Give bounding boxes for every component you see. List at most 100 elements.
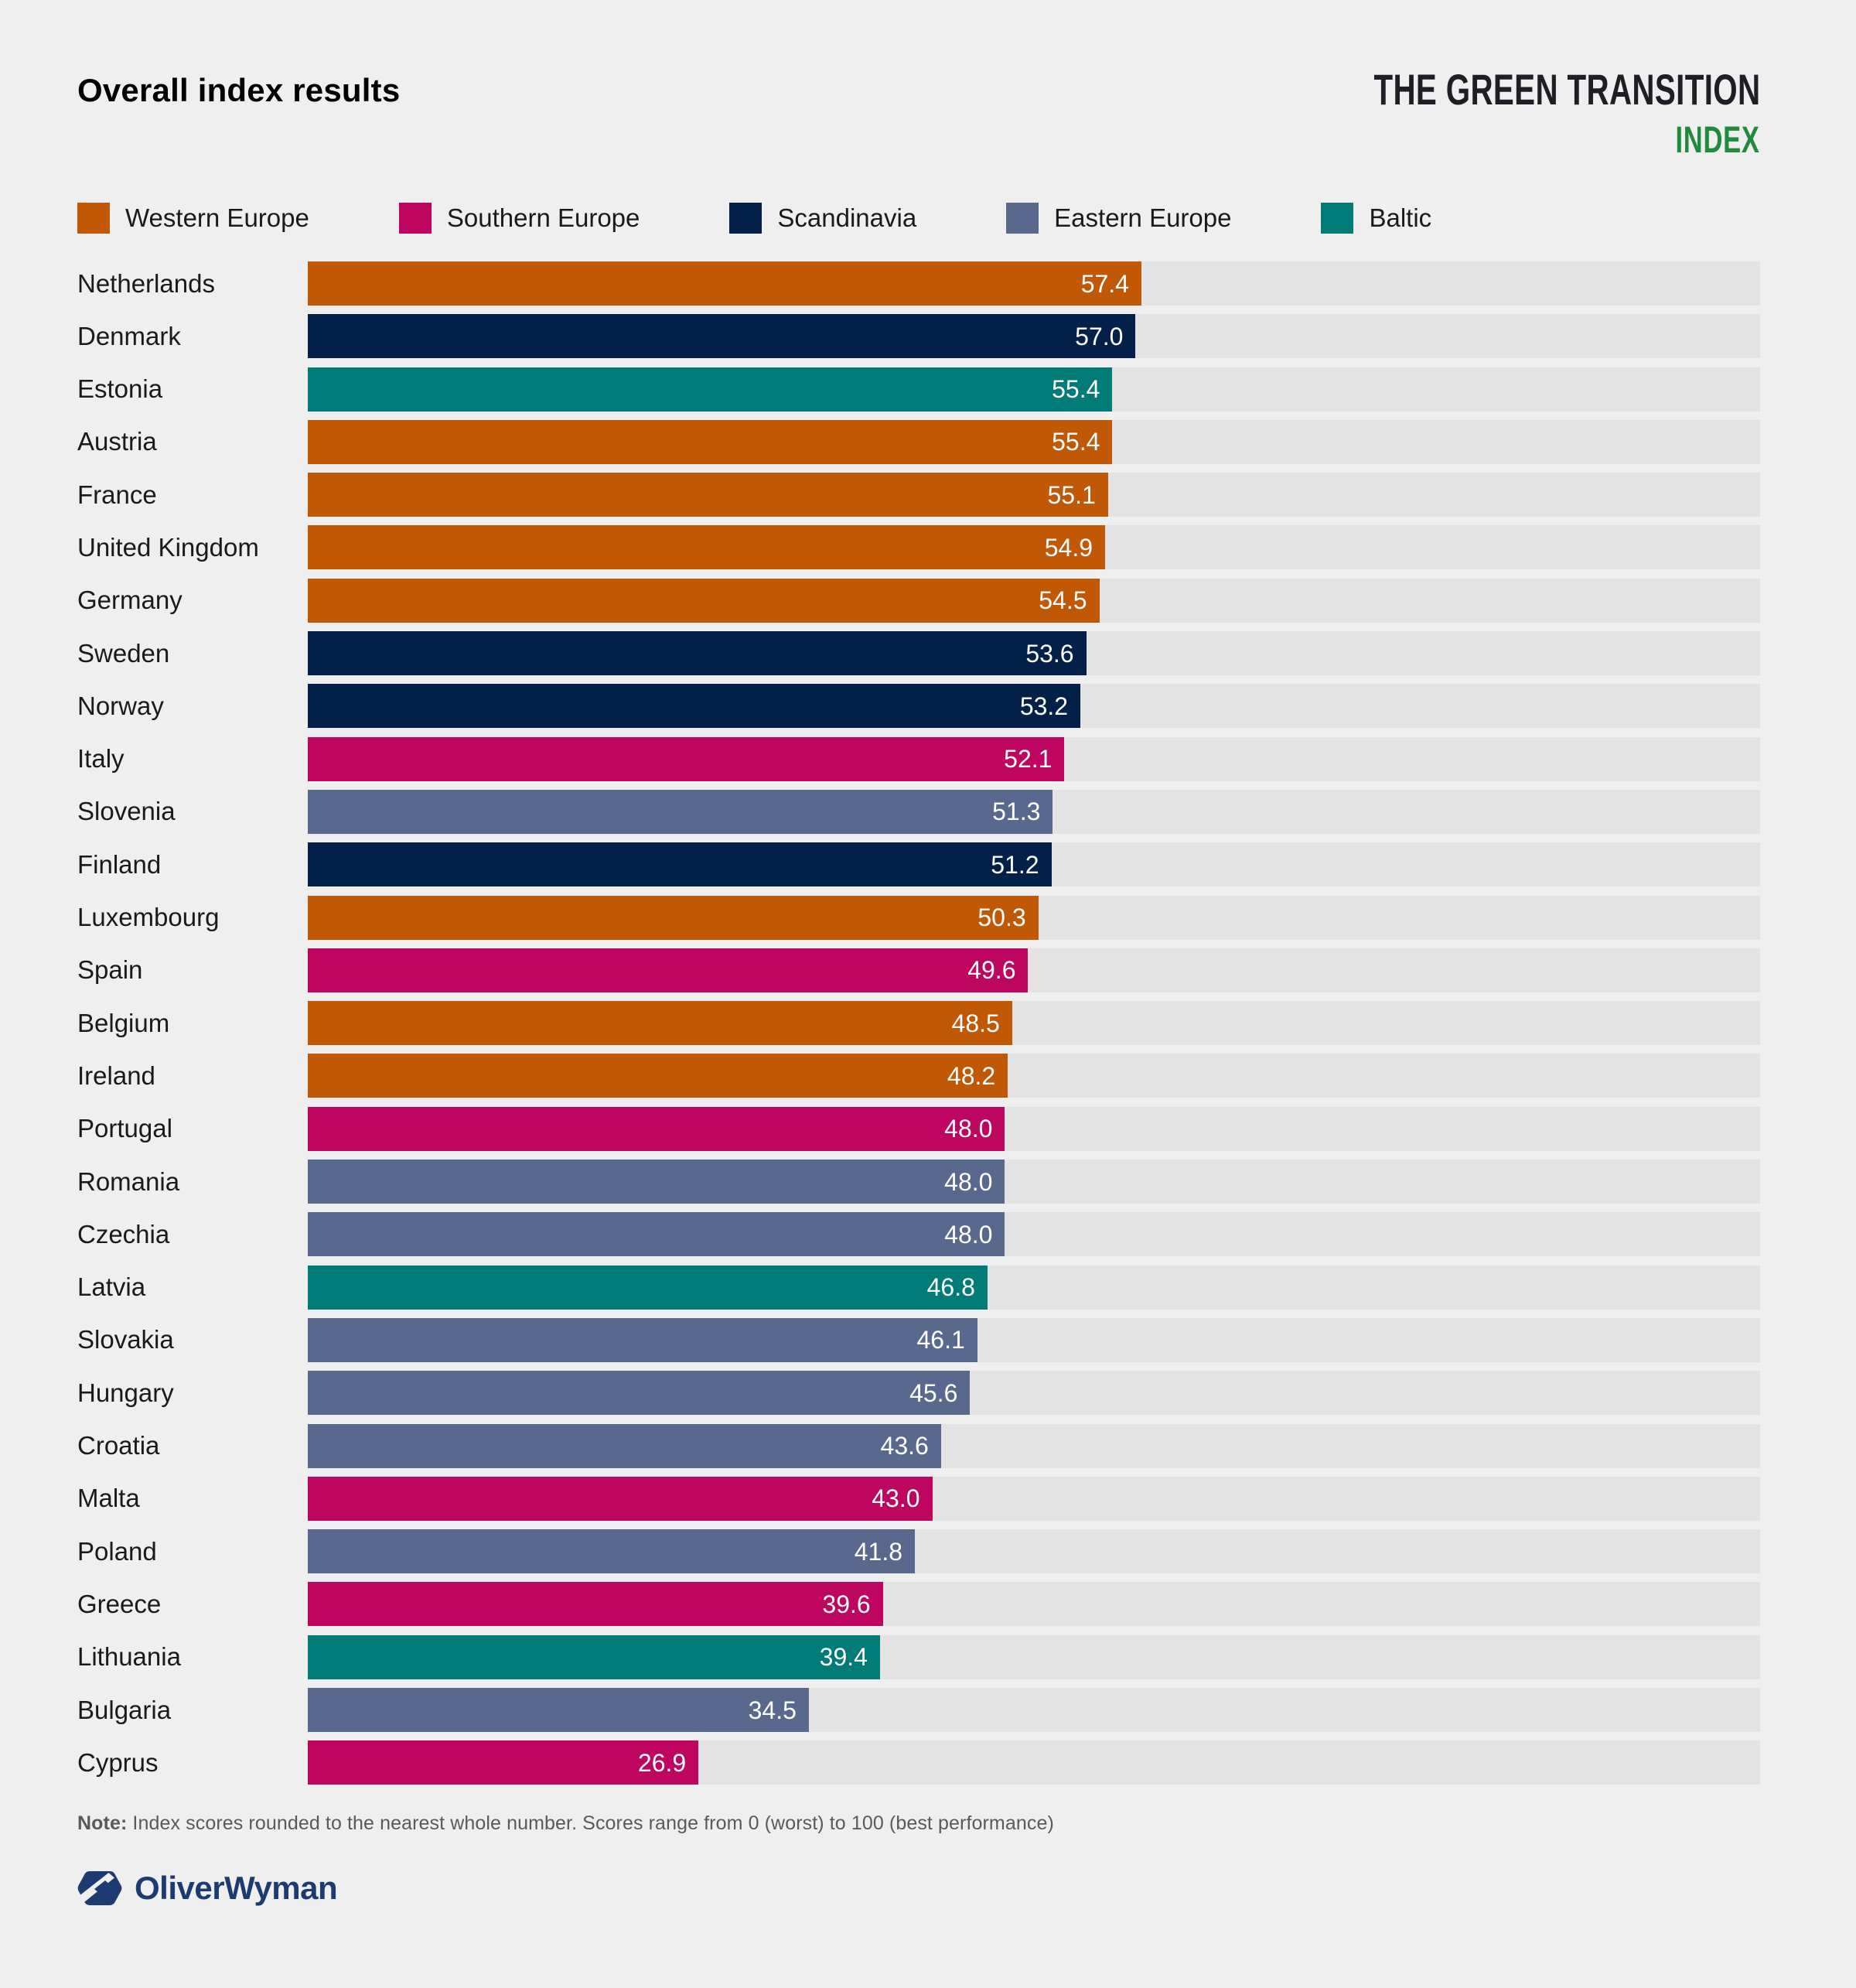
chart-row: Italy 52.1	[77, 736, 1760, 781]
value-label: 39.4	[819, 1643, 868, 1672]
value-label: 55.4	[1052, 428, 1100, 456]
footer: OliverWyman	[77, 1870, 1760, 1906]
bar-track: 51.3	[308, 789, 1760, 834]
country-label: Germany	[77, 586, 183, 615]
value-label: 48.0	[944, 1220, 993, 1248]
chart-row: Austria 55.4	[77, 419, 1760, 464]
bar-track: 54.9	[308, 525, 1760, 570]
value-label: 49.6	[967, 956, 1016, 985]
country-label: Finland	[77, 849, 162, 879]
country-label: Norway	[77, 691, 164, 720]
value-label: 48.0	[944, 1167, 993, 1196]
bar-track: 43.6	[308, 1423, 1760, 1468]
bar-fill: 26.9	[308, 1740, 699, 1785]
bar-fill: 57.4	[308, 261, 1141, 306]
bar-track: 39.4	[308, 1634, 1760, 1679]
bar-track: 45.6	[308, 1371, 1760, 1416]
bar-fill: 54.9	[308, 525, 1106, 570]
bar-track: 55.1	[308, 473, 1760, 517]
legend-item-southern: Southern Europe	[398, 203, 640, 234]
page-title: Overall index results	[77, 72, 401, 108]
bar-track: 51.2	[308, 842, 1760, 887]
country-label: Greece	[77, 1589, 162, 1618]
chart-row: Croatia 43.6	[77, 1423, 1760, 1468]
header: Overall index results THE GREEN TRANSITI…	[77, 68, 1760, 159]
chart-row: Greece 39.6	[77, 1582, 1760, 1627]
chart-row: Malta 43.0	[77, 1476, 1760, 1521]
country-label: Estonia	[77, 374, 163, 404]
bar-fill: 53.6	[308, 631, 1087, 676]
value-label: 50.3	[977, 903, 1026, 932]
country-label: Croatia	[77, 1431, 160, 1460]
value-label: 48.5	[951, 1009, 1000, 1037]
country-label: Slovenia	[77, 797, 176, 826]
bar-fill: 54.5	[308, 578, 1100, 623]
legend-label: Eastern Europe	[1054, 203, 1232, 232]
bar-fill: 43.0	[308, 1476, 933, 1521]
country-label: Denmark	[77, 321, 181, 350]
chart-row: Czechia 48.0	[77, 1212, 1760, 1257]
bar-fill: 41.8	[308, 1529, 915, 1574]
bar-fill: 43.6	[308, 1423, 941, 1468]
value-label: 48.0	[944, 1115, 993, 1143]
legend-label: Southern Europe	[446, 203, 640, 232]
country-label: Portugal	[77, 1114, 172, 1143]
value-label: 39.6	[822, 1590, 871, 1618]
bar-fill: 50.3	[308, 895, 1039, 940]
country-label: United Kingdom	[77, 532, 259, 562]
country-label: Sweden	[77, 638, 170, 668]
country-label: Belgium	[77, 1008, 170, 1037]
bar-track: 48.0	[308, 1160, 1760, 1204]
bar-fill: 45.6	[308, 1371, 971, 1416]
value-label: 57.4	[1080, 269, 1129, 298]
country-label: Lithuania	[77, 1642, 181, 1672]
legend-swatch-baltic	[1321, 203, 1354, 234]
chart-row: Hungary 45.6	[77, 1371, 1760, 1416]
brand-subtitle: INDEX	[1675, 120, 1760, 161]
legend: Western Europe Southern Europe Scandinavia…	[77, 203, 1760, 234]
bar-fill: 52.1	[308, 736, 1065, 781]
bar-fill: 51.3	[308, 789, 1053, 834]
bar-fill: 49.6	[308, 948, 1029, 992]
bar-fill: 48.2	[308, 1054, 1008, 1098]
legend-item-western: Western Europe	[77, 203, 309, 234]
value-label: 54.5	[1039, 586, 1087, 615]
legend-label: Western Europe	[125, 203, 309, 232]
value-label: 52.1	[1004, 745, 1053, 774]
chart-row: Poland 41.8	[77, 1529, 1760, 1574]
chart-row: Latvia 46.8	[77, 1265, 1760, 1310]
value-label: 43.0	[872, 1484, 920, 1513]
value-label: 53.6	[1025, 639, 1074, 668]
country-label: Czechia	[77, 1219, 170, 1248]
value-label: 55.1	[1047, 480, 1096, 509]
chart-row: Spain 49.6	[77, 948, 1760, 992]
chart-row: Luxembourg 50.3	[77, 895, 1760, 940]
bar-fill: 48.0	[308, 1212, 1005, 1257]
value-label: 41.8	[854, 1537, 902, 1566]
bar-track: 48.2	[308, 1054, 1760, 1098]
legend-swatch-eastern	[1006, 203, 1039, 234]
bar-track: 55.4	[308, 367, 1760, 412]
value-label: 48.2	[947, 1061, 996, 1090]
chart-row: France 55.1	[77, 473, 1760, 517]
country-label: Spain	[77, 955, 143, 985]
value-label: 46.1	[916, 1326, 965, 1354]
bar-fill: 39.4	[308, 1634, 880, 1679]
bar-track: 48.5	[308, 1001, 1760, 1046]
country-label: Italy	[77, 744, 125, 774]
country-label: Ireland	[77, 1061, 155, 1090]
chart-row: Norway 53.2	[77, 684, 1760, 729]
note-text: Index scores rounded to the nearest whol…	[127, 1812, 1054, 1835]
legend-item-baltic: Baltic	[1321, 203, 1431, 234]
bar-fill: 48.0	[308, 1106, 1005, 1151]
bar-track: 57.4	[308, 261, 1760, 306]
value-label: 53.2	[1019, 692, 1069, 720]
country-label: Romania	[77, 1166, 180, 1196]
chart-row: Slovakia 46.1	[77, 1317, 1760, 1362]
country-label: Bulgaria	[77, 1695, 172, 1724]
bar-track: 48.0	[308, 1212, 1760, 1257]
chart-row: Germany 54.5	[77, 578, 1760, 623]
note-label: Note:	[77, 1812, 128, 1835]
chart-row: Lithuania 39.4	[77, 1634, 1760, 1679]
